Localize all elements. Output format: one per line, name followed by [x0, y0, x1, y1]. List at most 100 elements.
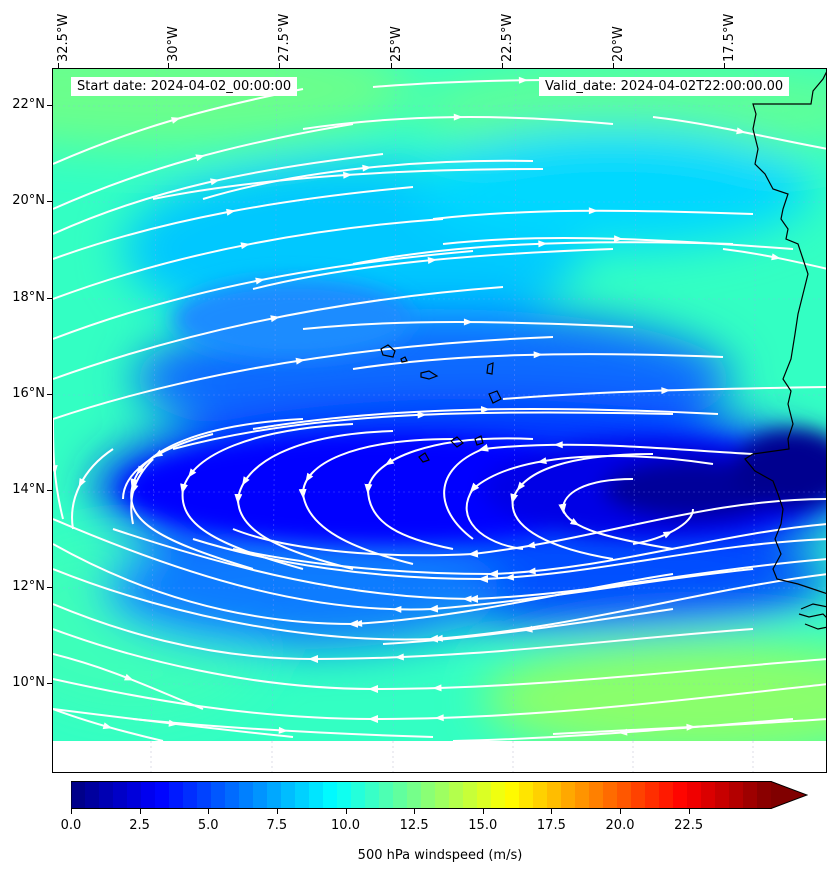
streamline	[53, 153, 384, 235]
streamline	[172, 411, 674, 450]
streamline	[298, 438, 454, 565]
streamline	[180, 423, 354, 570]
streamline	[53, 186, 414, 260]
streamline-arrow	[255, 277, 265, 285]
streamline-arrow	[136, 465, 145, 476]
streamline-arrow	[226, 208, 236, 216]
streamline-arrow	[463, 318, 473, 326]
colorbar-tick-label: 7.5	[266, 818, 288, 833]
streamline-arrow	[305, 472, 314, 483]
start-date-label: Start date: 2024-04-02_00:00:00	[71, 77, 298, 96]
streamline	[53, 678, 826, 724]
colorbar-tick-label: 12.5	[399, 818, 429, 833]
latitude-label: 22°N	[12, 97, 45, 112]
streamline-arrow	[195, 154, 205, 162]
streamline	[112, 528, 826, 603]
streamline-arrow	[384, 457, 395, 466]
latitude-label: 18°N	[12, 290, 45, 305]
streamline	[122, 433, 214, 500]
colorbar-tick-label: 5.0	[197, 818, 219, 833]
colorbar	[71, 781, 808, 809]
latitude-label: 16°N	[12, 386, 45, 401]
streamline	[53, 218, 444, 300]
streamline-arrow	[533, 351, 543, 359]
streamline-arrow	[661, 387, 671, 395]
streamline	[432, 209, 754, 220]
streamline	[53, 88, 304, 165]
streamline-arrow	[538, 240, 548, 248]
streamline-arrow	[124, 673, 134, 681]
streamline-arrow	[462, 595, 472, 603]
streamline-arrow	[210, 178, 220, 186]
streamline	[442, 236, 794, 250]
streamline	[302, 321, 634, 330]
streamline	[53, 628, 826, 694]
streamline-arrow	[392, 605, 402, 613]
valid-date-label: Valid_date: 2024-04-02T22:00:00.00	[539, 77, 790, 96]
streamline-arrow	[569, 518, 580, 526]
streamline-arrow	[343, 171, 353, 179]
streamline-arrow	[353, 619, 363, 627]
latitude-label: 10°N	[12, 675, 45, 690]
streamline-arrow	[618, 728, 628, 736]
streamline-arrow	[278, 726, 288, 734]
longitude-label: 20°W	[611, 26, 626, 62]
streamline	[53, 336, 554, 420]
colorbar-tick-label: 2.5	[129, 818, 150, 833]
streamline-arrow	[131, 483, 139, 494]
streamline-arrow	[394, 653, 404, 661]
streamline-arrow	[170, 117, 181, 124]
latitude-label: 12°N	[12, 579, 45, 594]
streamline	[53, 250, 474, 340]
streamline-arrow	[736, 127, 746, 135]
streamline	[53, 418, 64, 520]
streamline	[53, 518, 754, 613]
streamline-arrow	[686, 723, 696, 731]
streamline-arrow	[771, 253, 781, 261]
colorbar-title: 500 hPa windspeed (m/s)	[357, 848, 523, 863]
streamline-arrow	[362, 164, 372, 172]
streamline-arrow	[295, 357, 306, 365]
streamline-arrow	[434, 714, 444, 722]
streamline	[364, 437, 534, 550]
streamline-arrow	[270, 315, 280, 323]
streamline-arrow	[613, 235, 624, 243]
streamline	[452, 718, 794, 741]
streamline-arrow	[480, 406, 491, 414]
coastline	[380, 71, 826, 630]
streamline	[502, 386, 826, 400]
streamline	[443, 443, 754, 540]
streamline	[152, 168, 544, 200]
map-panel	[52, 68, 827, 773]
streamline-arrow	[453, 113, 463, 121]
streamline	[53, 286, 504, 380]
streamline-arrow	[78, 478, 86, 488]
streamline-arrow	[433, 634, 443, 642]
streamline-arrow	[504, 573, 515, 581]
streamline	[130, 418, 304, 570]
streamline-arrow	[525, 541, 536, 549]
streamline-arrow	[102, 722, 113, 730]
streamline-arrow	[523, 625, 533, 633]
streamline-arrow	[553, 441, 563, 449]
streamline	[352, 353, 724, 370]
latitude-label: 20°N	[12, 193, 45, 208]
colorbar-tick-label: 10.0	[331, 818, 360, 833]
windspeed-field	[53, 69, 826, 741]
streamline	[252, 408, 719, 430]
streamline-arrow	[417, 411, 427, 419]
streamline-arrow	[153, 449, 164, 458]
streamline	[352, 241, 734, 265]
streamline-arrow	[516, 481, 526, 491]
colorbar-tick-label: 0.0	[60, 818, 82, 833]
streamline-arrow	[518, 76, 528, 84]
streamline-arrow	[240, 242, 250, 250]
streamline-arrow	[588, 207, 598, 215]
streamline	[232, 498, 826, 558]
colorbar-tick-label: 15.0	[468, 818, 498, 833]
longitude-label: 22.5°W	[500, 13, 515, 62]
streamline	[192, 538, 826, 583]
streamline	[252, 248, 614, 290]
streamline-arrow	[432, 684, 442, 692]
streamline-arrow	[53, 465, 58, 475]
